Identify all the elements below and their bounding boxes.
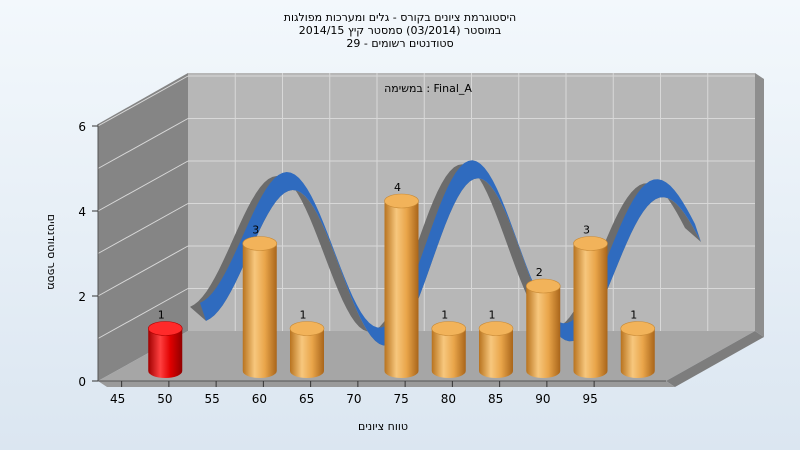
bar: 1 xyxy=(620,309,656,379)
bar-value-label: 1 xyxy=(300,309,307,322)
bar-value-label: 1 xyxy=(630,309,637,322)
x-tick-label: 85 xyxy=(488,392,503,406)
grid-line-left xyxy=(97,203,189,254)
bar-value-label: 1 xyxy=(441,309,448,322)
axis-ticks: 0 2 4 6 45 50 55 60 65 70 75 80 85 90 95 xyxy=(78,120,666,406)
back-wall-edge xyxy=(755,73,764,337)
bar-cap xyxy=(525,278,561,294)
bar-value-label: 3 xyxy=(583,224,590,237)
title-line-1: היסטוגרמת ציונים בקורס - גלים ומערכות מפ… xyxy=(284,11,516,24)
bar-cap xyxy=(289,321,325,336)
grid-line-left xyxy=(97,118,189,169)
x-tick-label: 65 xyxy=(299,392,314,406)
bar-body xyxy=(384,201,419,379)
bar-cap xyxy=(478,321,514,336)
grid-line-left xyxy=(97,288,189,339)
bar: 1 xyxy=(147,309,183,379)
bar: 4 xyxy=(384,181,419,379)
bar-body xyxy=(148,328,183,379)
y-tick-label: 0 xyxy=(78,375,86,389)
x-tick-label: 80 xyxy=(441,392,456,406)
bar-body xyxy=(526,286,561,379)
bar-cap xyxy=(242,236,278,251)
grid-line-left xyxy=(97,245,189,297)
bar-value-label: 3 xyxy=(252,224,259,237)
bar-value-label: 2 xyxy=(536,266,543,279)
distribution-curve xyxy=(190,160,701,346)
x-tick-label: 75 xyxy=(393,392,408,406)
bar-cap xyxy=(384,193,419,209)
y-axis-label: מספר סטודנטים xyxy=(45,214,58,290)
bar-body xyxy=(479,328,513,378)
grid-line-left xyxy=(97,75,189,127)
bar-body xyxy=(290,328,324,378)
bar-value-label: 1 xyxy=(489,309,496,322)
floor xyxy=(98,331,755,381)
y-tick-label: 2 xyxy=(78,290,86,304)
bar-value-label: 4 xyxy=(394,181,401,194)
bar-body xyxy=(431,328,466,379)
bar: 3 xyxy=(573,224,608,379)
bar: 2 xyxy=(525,266,561,379)
x-tick-label: 90 xyxy=(535,392,550,406)
bar-cap xyxy=(147,321,183,336)
bar: 1 xyxy=(431,309,467,379)
bar-cap xyxy=(431,321,467,336)
bar-cap xyxy=(620,321,656,336)
title-line-2: במוסטר (03/2014) סמסטר קיץ 2014/15 xyxy=(299,24,502,37)
bar-body xyxy=(620,328,655,379)
title-line-3: סטודנטים רשומים - 29 xyxy=(346,37,453,50)
grid-line-left xyxy=(97,160,189,212)
y-tick-label: 4 xyxy=(78,205,86,219)
grid xyxy=(97,73,755,339)
bar-body xyxy=(573,243,608,379)
x-tick-label: 95 xyxy=(582,392,597,406)
bar: 1 xyxy=(289,309,325,378)
bar: 1 xyxy=(478,309,514,378)
floor-edge xyxy=(666,331,764,387)
left-wall xyxy=(98,73,188,381)
bars: 1 3 1 4 1 1 2 3 1 xyxy=(147,181,656,379)
x-tick-label: 70 xyxy=(346,392,361,406)
bar-value-label: 1 xyxy=(158,309,165,322)
x-axis-label: טווח ציונים xyxy=(358,420,408,433)
chart-title: היסטוגרמת ציונים בקורס - גלים ומערכות מפ… xyxy=(284,11,516,50)
y-tick-label: 6 xyxy=(78,120,86,134)
annotation: במשימה : Final_A xyxy=(384,82,472,95)
bar: 3 xyxy=(242,224,278,378)
bar-body xyxy=(242,243,277,378)
x-tick-label: 50 xyxy=(157,392,172,406)
floor-front-edge xyxy=(98,381,675,387)
bar-cap xyxy=(573,236,608,251)
x-tick-label: 55 xyxy=(204,392,219,406)
x-tick-label: 60 xyxy=(252,392,267,406)
x-tick-label: 45 xyxy=(110,392,125,406)
curve-ribbon xyxy=(200,160,701,346)
